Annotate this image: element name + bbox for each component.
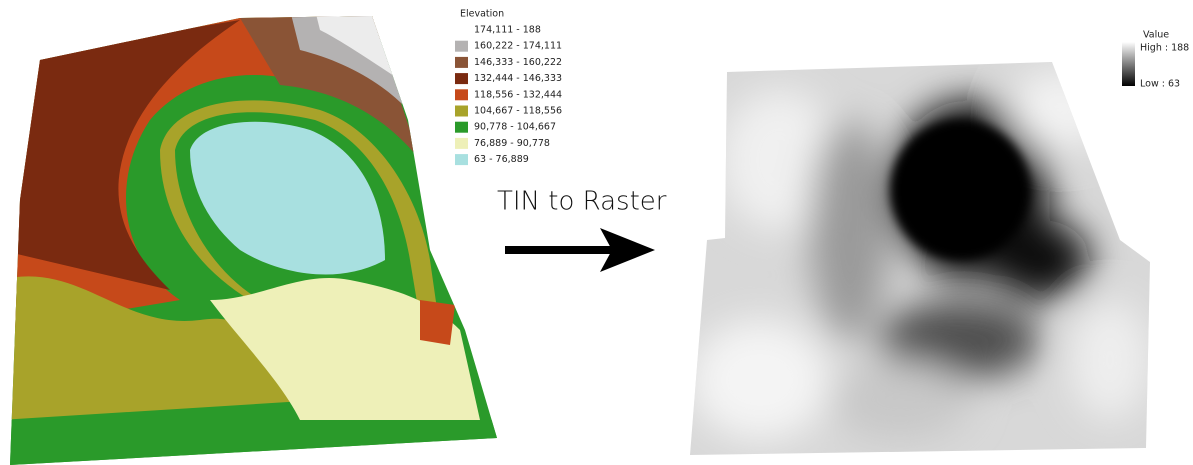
legend-label: 132,444 - 146,333 bbox=[474, 73, 562, 84]
elevation-map bbox=[0, 0, 520, 465]
legend-title: Value bbox=[1143, 30, 1169, 41]
legend-low: Low : 63 bbox=[1140, 79, 1180, 90]
legend-swatch bbox=[455, 122, 468, 133]
legend-swatch bbox=[455, 89, 468, 100]
legend-high: High : 188 bbox=[1140, 43, 1189, 54]
legend-swatch bbox=[455, 73, 468, 84]
legend-swatch bbox=[455, 41, 468, 52]
legend-label: 160,222 - 174,111 bbox=[474, 41, 562, 52]
legend-swatch bbox=[455, 138, 468, 149]
legend-title: Elevation bbox=[460, 9, 504, 20]
legend-label: 104,667 - 118,556 bbox=[474, 106, 562, 117]
value-ramp bbox=[1122, 42, 1135, 86]
arrow bbox=[505, 228, 655, 272]
legend-swatch bbox=[455, 106, 468, 117]
legend-label: 146,333 - 160,222 bbox=[474, 57, 562, 68]
process-label: TIN to Raster bbox=[497, 187, 667, 217]
legend-swatch bbox=[455, 57, 468, 68]
elevation-legend: Elevation 174,111 - 188 160,222 - 174,111… bbox=[455, 9, 562, 166]
legend-label: 63 - 76,889 bbox=[474, 154, 529, 165]
raster-map bbox=[680, 50, 1160, 460]
legend-label: 90,778 - 104,667 bbox=[474, 122, 556, 133]
figure: Elevation 174,111 - 188 160,222 - 174,111… bbox=[0, 0, 1193, 465]
value-legend: Value High : 188 Low : 63 bbox=[1122, 30, 1189, 90]
legend-label: 118,556 - 132,444 bbox=[474, 89, 562, 100]
legend-swatch bbox=[455, 154, 468, 165]
legend-label: 76,889 - 90,778 bbox=[474, 138, 550, 149]
legend-label: 174,111 - 188 bbox=[474, 25, 541, 36]
legend-swatch bbox=[455, 25, 468, 36]
